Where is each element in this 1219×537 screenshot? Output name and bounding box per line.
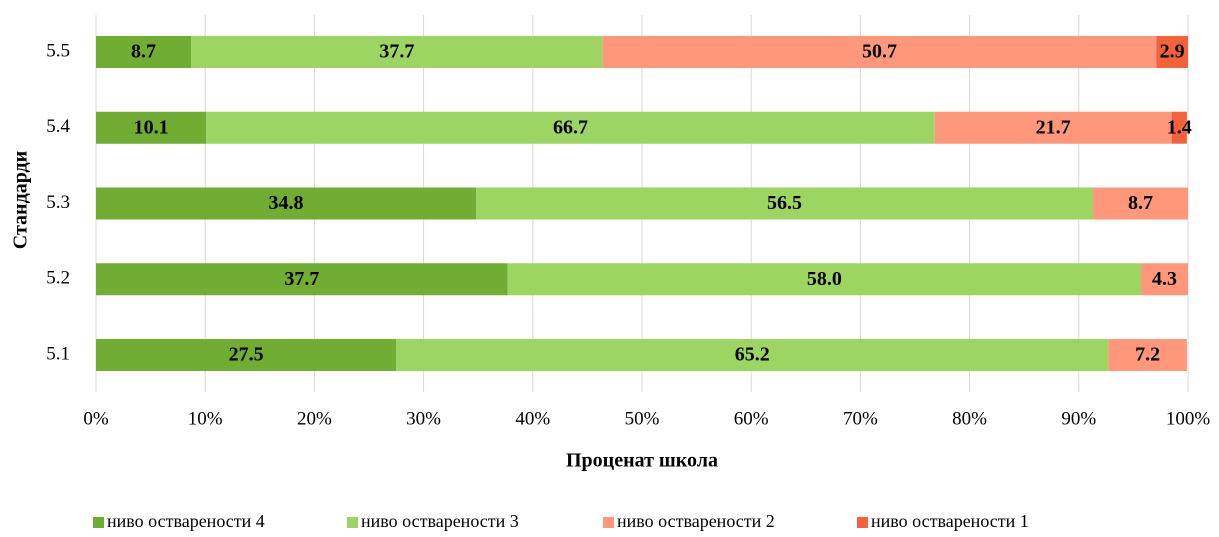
y-axis-label: Стандарди	[10, 151, 32, 249]
y-tick-label: 5.3	[46, 192, 70, 213]
x-tick-label: 20%	[297, 408, 332, 429]
legend-label: ниво остварености 4	[107, 511, 265, 531]
data-label: 34.8	[269, 192, 304, 214]
bar-segment	[96, 187, 477, 220]
bar-segment	[1108, 339, 1187, 371]
legend-label: ниво остварености 3	[361, 511, 519, 531]
data-label: 27.5	[229, 344, 264, 366]
legend-swatch	[93, 517, 104, 528]
data-label: 4.3	[1152, 268, 1177, 290]
bar-segment	[1141, 263, 1188, 296]
data-label: 21.7	[1036, 116, 1071, 138]
bar-segment	[96, 339, 397, 371]
x-tick-label: 0%	[83, 408, 109, 429]
bar-segment	[191, 36, 603, 68]
legend-label: ниво остварености 1	[871, 511, 1029, 531]
data-label: 8.7	[131, 41, 156, 63]
bar-segment	[96, 111, 207, 144]
y-tick-label: 5.2	[46, 268, 70, 289]
bar-segment	[206, 111, 935, 144]
data-label: 37.7	[379, 41, 414, 63]
x-axis-label: Проценат школа	[566, 450, 718, 472]
data-label: 65.2	[735, 344, 770, 366]
data-label: 50.7	[862, 41, 897, 63]
x-tick-label: 90%	[1061, 408, 1096, 429]
data-label: 37.7	[284, 268, 319, 290]
y-tick-label: 5.4	[46, 116, 70, 137]
legend-swatch	[603, 517, 614, 528]
x-tick-label: 50%	[625, 408, 660, 429]
y-tick-label: 5.1	[46, 343, 70, 364]
bar-segment	[602, 36, 1157, 68]
legend-swatch	[347, 517, 358, 528]
x-tick-label: 70%	[843, 408, 878, 429]
bar-segment	[1171, 111, 1187, 144]
bar-segment	[1092, 187, 1188, 220]
data-label: 10.1	[134, 116, 169, 138]
x-tick-label: 80%	[952, 408, 987, 429]
bar-segment	[96, 263, 508, 296]
legend-swatch	[857, 517, 868, 528]
data-label: 56.5	[767, 192, 802, 214]
x-tick-label: 100%	[1166, 408, 1211, 429]
x-tick-label: 10%	[188, 408, 223, 429]
bar-segment	[476, 187, 1093, 220]
data-label: 8.7	[1128, 192, 1153, 214]
bar-segment	[96, 36, 192, 68]
bar-segment	[507, 263, 1142, 296]
x-tick-label: 30%	[406, 408, 441, 429]
legend-label: ниво остварености 2	[617, 511, 775, 531]
bar-segment	[1156, 36, 1188, 68]
bar-segment	[934, 111, 1172, 144]
y-tick-label: 5.5	[46, 40, 70, 61]
data-label: 58.0	[807, 268, 842, 290]
data-label: 1.4	[1167, 116, 1192, 138]
x-tick-label: 40%	[515, 408, 550, 429]
bar-segment	[396, 339, 1109, 371]
x-tick-label: 60%	[734, 408, 769, 429]
data-label: 66.7	[553, 116, 588, 138]
data-label: 2.9	[1160, 41, 1185, 63]
data-label: 7.2	[1135, 344, 1160, 366]
